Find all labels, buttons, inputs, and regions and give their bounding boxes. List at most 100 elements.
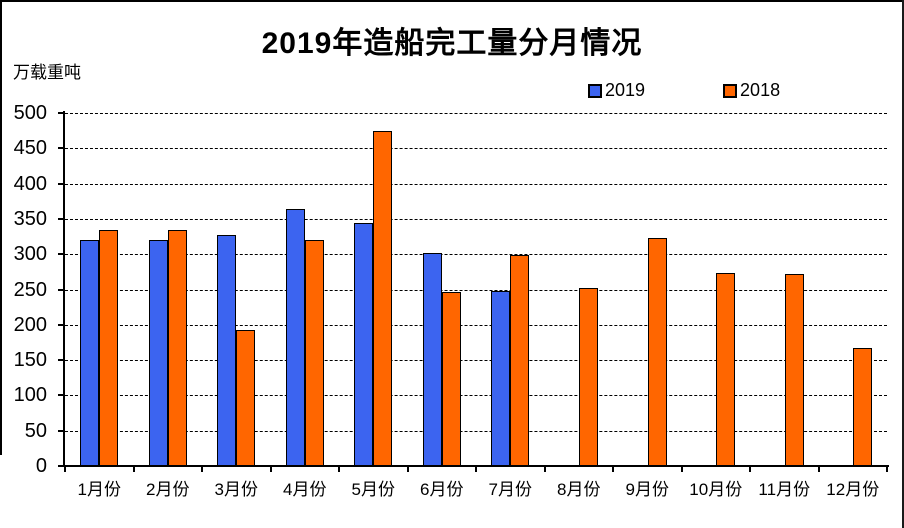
bar-2018-11月份 — [784, 274, 804, 466]
x-tick-mark-7 — [543, 467, 546, 472]
y-tick-mark-250 — [58, 288, 63, 291]
category-4 — [271, 113, 340, 466]
x-category-label-5: 5月份 — [351, 480, 395, 499]
gridline-250 — [65, 289, 887, 291]
x-tick-mark-10 — [749, 467, 751, 472]
y-tick-mark-400 — [58, 182, 63, 185]
y-tick-mark-200 — [58, 323, 63, 326]
category-3 — [202, 113, 271, 466]
bar-2019-5月份 — [354, 223, 374, 466]
x-category-label-10: 10月份 — [689, 480, 743, 499]
bar-2018-4月份 — [304, 240, 324, 466]
x-category-label-3: 3月份 — [214, 480, 258, 499]
bar-2018-7月份 — [510, 255, 530, 466]
y-tick-label-250: 250 — [13, 278, 47, 301]
x-category-label-11: 11月份 — [758, 480, 811, 499]
y-tick-label-500: 500 — [13, 102, 47, 124]
category-1 — [65, 113, 134, 466]
bar-2018-1月份 — [99, 230, 119, 466]
y-tick-label-300: 300 — [13, 243, 47, 266]
category-10 — [682, 113, 751, 466]
x-category-label-7: 7月份 — [488, 480, 532, 499]
x-tick-mark-0 — [64, 467, 66, 472]
bar-2018-8月份 — [579, 288, 599, 466]
category-2 — [134, 113, 203, 466]
y-tick-label-50: 50 — [24, 419, 47, 442]
y-tick-mark-500 — [58, 112, 63, 114]
category-5 — [339, 113, 408, 466]
gridline-400 — [65, 183, 887, 185]
x-category-label-4: 4月份 — [283, 480, 327, 499]
y-tick-mark-150 — [58, 359, 63, 362]
x-tick-mark-1 — [132, 467, 135, 472]
bar-2019-1月份 — [80, 240, 100, 466]
x-tick-mark-5 — [406, 467, 409, 472]
frame-border-right — [902, 0, 904, 528]
plot-area — [65, 113, 887, 466]
bar-2018-9月份 — [647, 238, 667, 466]
y-axis-unit-label: 万载重吨 — [13, 63, 81, 82]
bar-2019-3月份 — [217, 234, 237, 466]
y-tick-label-200: 200 — [13, 313, 47, 336]
bar-2019-2月份 — [148, 240, 168, 466]
category-12 — [819, 113, 888, 466]
bar-2018-3月份 — [236, 329, 256, 466]
category-11 — [750, 113, 819, 466]
gridline-100 — [65, 395, 887, 397]
x-category-label-1: 1月份 — [77, 480, 121, 499]
frame-border-left — [0, 0, 2, 455]
x-tick-mark-2 — [201, 467, 203, 472]
bar-2019-6月份 — [422, 252, 442, 466]
x-tick-mark-3 — [269, 467, 272, 472]
x-tick-mark-9 — [680, 467, 683, 472]
bar-2018-5月份 — [373, 130, 393, 466]
y-tick-label-150: 150 — [13, 349, 47, 372]
x-category-label-2: 2月份 — [146, 480, 190, 499]
bar-2018-10月份 — [716, 272, 736, 466]
legend-label-2019: 2019 — [605, 80, 646, 100]
y-axis-line — [63, 111, 65, 467]
x-tick-mark-8 — [612, 467, 614, 472]
gridline-450 — [65, 148, 887, 150]
legend-swatch-2019-icon — [588, 83, 602, 98]
bar-2018-12月份 — [853, 348, 873, 466]
bar-2019-4月份 — [285, 209, 305, 466]
legend-item-2018: 2018 — [723, 80, 780, 101]
x-tick-mark-6 — [475, 467, 477, 472]
y-tick-label-100: 100 — [13, 384, 47, 407]
y-tick-mark-350 — [58, 217, 63, 220]
y-tick-mark-100 — [58, 394, 63, 397]
category-7 — [476, 113, 545, 466]
x-axis-category-labels: 1月份 2月份 3月份 4月份 5月份 6月份 7月份 8月份 9月份 10月份 11月份 12月份 — [65, 475, 887, 500]
x-category-label-6: 6月份 — [420, 480, 464, 499]
frame-border-top — [0, 0, 904, 2]
x-tick-mark-12 — [886, 467, 888, 472]
y-tick-mark-300 — [58, 253, 63, 256]
x-category-label-12: 12月份 — [826, 480, 880, 499]
gridline-200 — [65, 324, 887, 326]
legend-label-2018: 2018 — [740, 80, 781, 100]
bar-2018-2月份 — [167, 230, 187, 466]
y-tick-mark-0 — [58, 465, 63, 467]
category-6 — [408, 113, 477, 466]
y-tick-mark-50 — [58, 429, 63, 432]
legend-swatch-2018-icon — [723, 83, 738, 98]
x-tick-mark-4 — [338, 467, 340, 472]
gridline-50 — [65, 430, 887, 432]
x-axis-line — [63, 465, 889, 467]
y-tick-label-350: 350 — [13, 207, 47, 230]
category-9 — [613, 113, 682, 466]
x-category-label-8: 8月份 — [557, 480, 601, 499]
bar-2018-6月份 — [441, 292, 461, 466]
gridline-300 — [65, 254, 887, 256]
y-tick-label-450: 450 — [13, 137, 47, 160]
gridline-150 — [65, 360, 887, 362]
y-tick-label-400: 400 — [13, 172, 47, 195]
gridline-500 — [65, 113, 887, 114]
x-category-label-9: 9月份 — [625, 480, 669, 499]
x-tick-mark-11 — [817, 467, 820, 472]
bar-series-container — [65, 113, 887, 466]
chart-title: 2019年造船完工量分月情况 — [261, 27, 643, 60]
gridline-350 — [65, 218, 887, 220]
